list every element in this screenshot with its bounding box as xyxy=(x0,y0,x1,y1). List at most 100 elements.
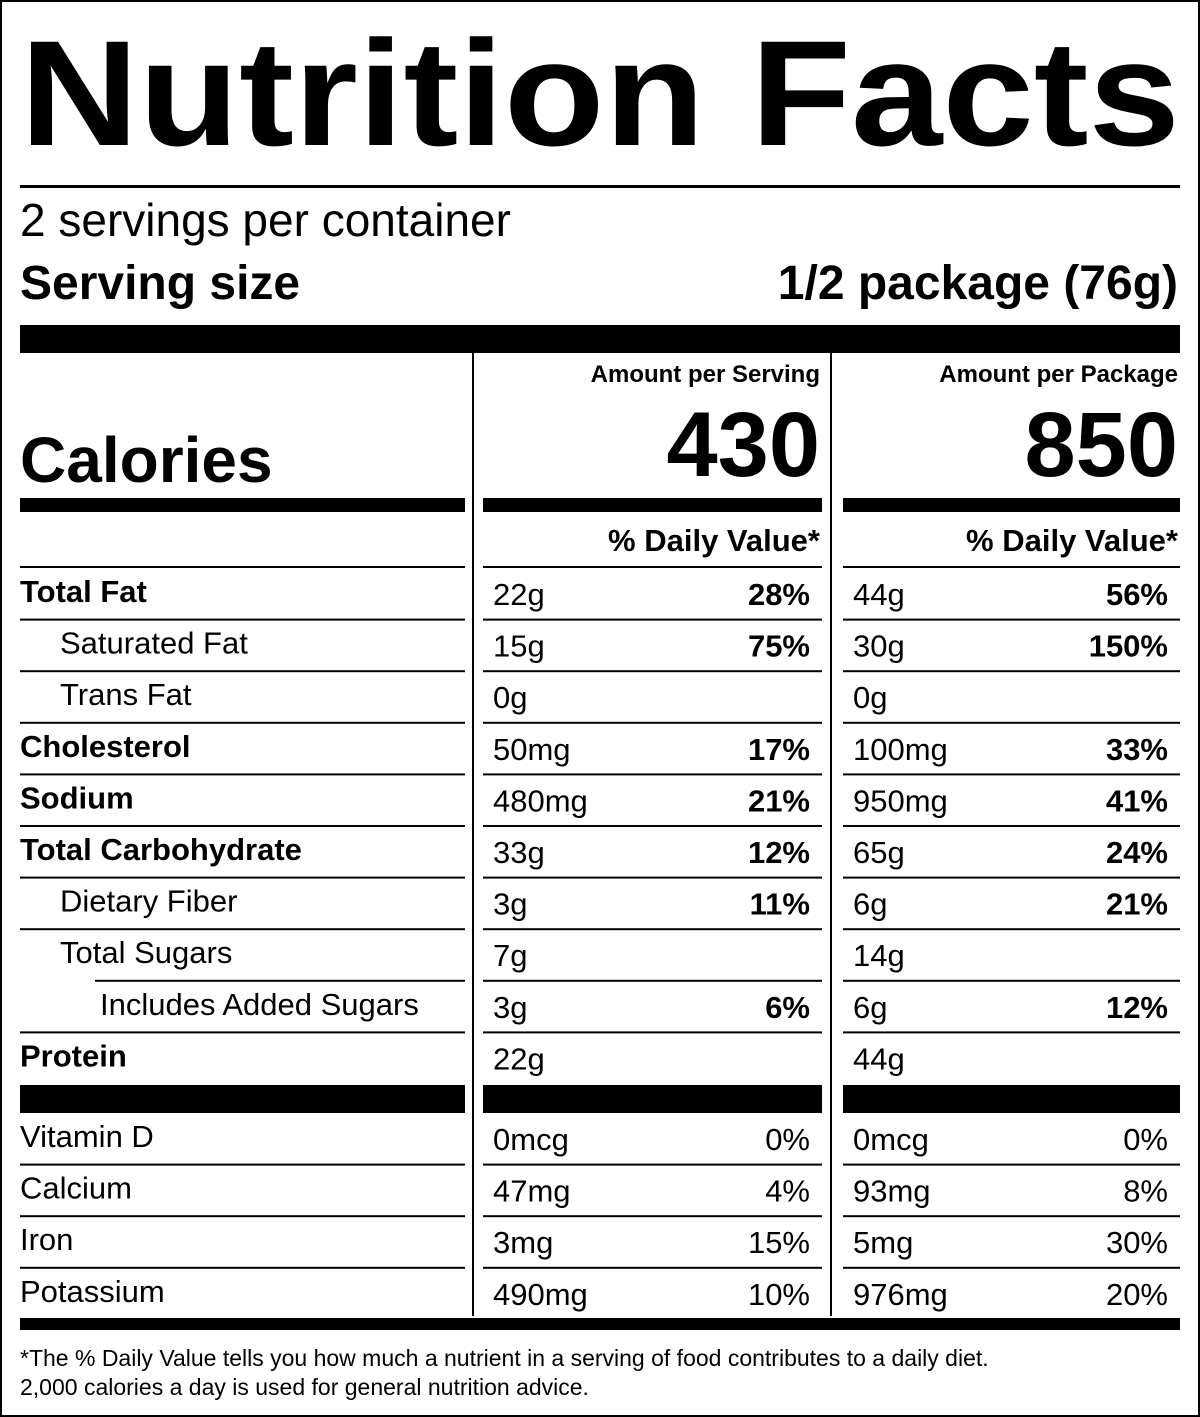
amount: 0g xyxy=(853,680,887,715)
daily-value: 11% xyxy=(750,887,810,922)
nutrient-name: Total Sugars xyxy=(60,935,232,970)
rule xyxy=(483,566,822,568)
column-divider xyxy=(472,353,474,1316)
serving-size-label: Serving size xyxy=(20,257,300,310)
daily-value: 150% xyxy=(1089,629,1168,664)
nutrient-name: Dietary Fiber xyxy=(60,884,237,919)
dv-header: % Daily Value* xyxy=(966,523,1179,558)
daily-value: 0% xyxy=(1123,1122,1168,1157)
amount: 47mg xyxy=(493,1174,571,1209)
daily-value: 75% xyxy=(748,629,810,664)
daily-value: 24% xyxy=(1106,835,1168,870)
rule xyxy=(20,825,465,827)
amount-header: Amount per Serving xyxy=(591,361,820,388)
thick-bar xyxy=(483,498,822,512)
daily-value: 12% xyxy=(748,835,810,870)
amount: 3g xyxy=(493,887,527,922)
footnote: *The % Daily Value tells you how much a … xyxy=(20,1345,989,1371)
daily-value: 10% xyxy=(748,1277,810,1312)
nutrient-name: Vitamin D xyxy=(20,1119,154,1154)
amount: 6g xyxy=(853,887,887,922)
daily-value: 33% xyxy=(1106,732,1168,767)
rule xyxy=(843,876,1180,879)
rule xyxy=(483,670,822,673)
rule xyxy=(483,1266,822,1269)
nutrient-name: Includes Added Sugars xyxy=(100,987,419,1022)
rule xyxy=(843,1266,1180,1269)
calories-value: 430 xyxy=(667,394,821,496)
rule xyxy=(20,1215,465,1218)
amount: 0mcg xyxy=(853,1122,929,1157)
rule xyxy=(843,825,1180,827)
rule xyxy=(20,670,465,673)
rule xyxy=(483,773,822,776)
rule xyxy=(483,618,822,621)
amount: 65g xyxy=(853,835,905,870)
rule xyxy=(483,979,822,982)
rule xyxy=(843,773,1180,776)
rule xyxy=(483,825,822,827)
thick-bar xyxy=(20,325,1180,353)
nutrient-name: Cholesterol xyxy=(20,729,191,764)
thick-bar xyxy=(20,1318,1180,1330)
footnote: 2,000 calories a day is used for general… xyxy=(20,1374,589,1400)
rule xyxy=(20,876,465,879)
thick-bar xyxy=(843,498,1180,512)
title: Nutrition Facts xyxy=(20,9,1180,177)
rule xyxy=(483,928,822,931)
amount: 5mg xyxy=(853,1225,913,1260)
thick-bar xyxy=(843,1085,1180,1113)
nutrient-name: Calcium xyxy=(20,1171,132,1206)
nutrient-name: Total Carbohydrate xyxy=(20,832,302,867)
rule xyxy=(843,618,1180,621)
calories-value: 850 xyxy=(1025,394,1179,496)
serving-size-value: 1/2 package (76g) xyxy=(778,257,1178,310)
amount-header: Amount per Package xyxy=(939,361,1178,388)
amount: 3g xyxy=(493,990,527,1025)
thick-bar xyxy=(20,1085,465,1113)
daily-value: 30% xyxy=(1106,1225,1168,1260)
rule xyxy=(95,979,465,982)
column-divider xyxy=(830,353,832,1316)
nutrient-name: Trans Fat xyxy=(60,677,192,712)
rule xyxy=(483,876,822,879)
nutrient-name: Protein xyxy=(20,1038,127,1073)
rule xyxy=(483,1031,822,1034)
daily-value: 4% xyxy=(765,1174,810,1209)
amount: 44g xyxy=(853,577,905,612)
nutrient-name: Potassium xyxy=(20,1274,165,1309)
rule xyxy=(843,566,1180,568)
rule xyxy=(843,1031,1180,1034)
rule xyxy=(483,1215,822,1218)
rule xyxy=(843,721,1180,724)
daily-value: 8% xyxy=(1123,1174,1168,1209)
daily-value: 20% xyxy=(1106,1277,1168,1312)
amount: 14g xyxy=(853,938,905,973)
amount: 93mg xyxy=(853,1174,931,1209)
nutrient-name: Iron xyxy=(20,1222,73,1257)
nutrient-name: Sodium xyxy=(20,780,134,815)
amount: 7g xyxy=(493,938,527,973)
thick-bar xyxy=(483,1085,822,1113)
daily-value: 17% xyxy=(748,732,810,767)
amount: 0g xyxy=(493,680,527,715)
rule xyxy=(483,721,822,724)
rule xyxy=(20,1031,465,1034)
amount: 480mg xyxy=(493,783,588,818)
rule xyxy=(843,1163,1180,1166)
dv-header: % Daily Value* xyxy=(608,523,821,558)
rule xyxy=(20,618,465,621)
daily-value: 21% xyxy=(1106,887,1168,922)
daily-value: 28% xyxy=(748,577,810,612)
daily-value: 21% xyxy=(748,783,810,818)
rule xyxy=(843,979,1180,982)
rule xyxy=(20,185,1180,188)
rule xyxy=(20,566,465,568)
rule xyxy=(20,773,465,776)
rule xyxy=(843,928,1180,931)
daily-value: 0% xyxy=(765,1122,810,1157)
daily-value: 15% xyxy=(748,1225,810,1260)
amount: 3mg xyxy=(493,1225,553,1260)
amount: 22g xyxy=(493,577,545,612)
